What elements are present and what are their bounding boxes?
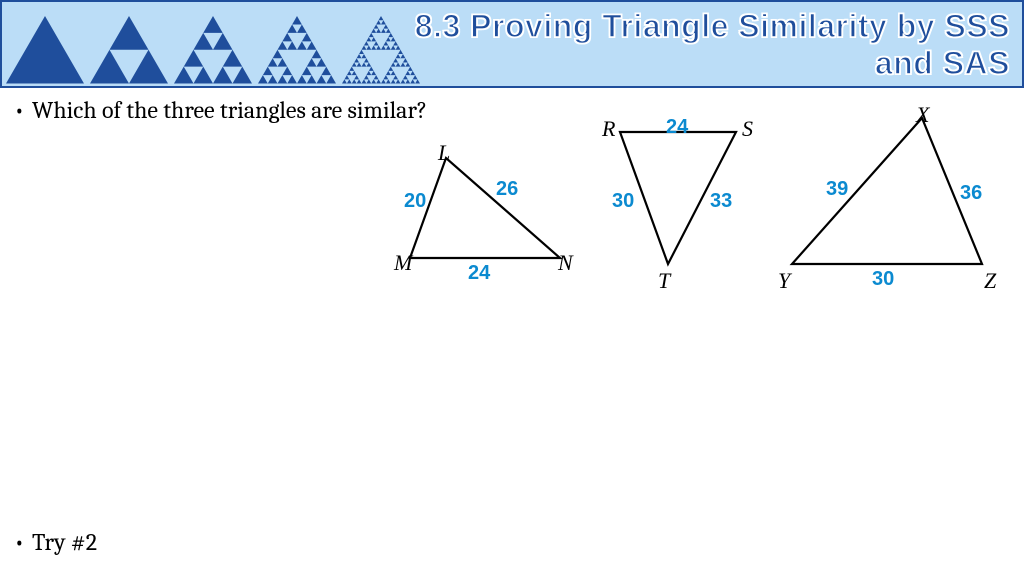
side-label: 36 xyxy=(960,182,982,205)
vertex-label-T: T xyxy=(658,268,670,294)
triangle-figure-area: LMN202624RST243033XYZ393630 xyxy=(380,130,1000,330)
slide-header: 8.3 Proving Triangle Similarity by SSS a… xyxy=(0,0,1024,88)
side-label: 33 xyxy=(710,190,732,213)
side-label: 30 xyxy=(612,190,634,213)
side-label: 39 xyxy=(826,178,848,201)
vertex-label-R: R xyxy=(602,116,615,142)
sierpinski-icon xyxy=(6,16,84,84)
vertex-label-M: M xyxy=(394,250,412,276)
bullet-dot: • xyxy=(14,96,32,124)
side-label: 30 xyxy=(872,268,894,291)
title-line-2: and SAS xyxy=(875,45,1010,81)
vertex-label-S: S xyxy=(742,116,753,142)
vertex-label-Y: Y xyxy=(778,268,790,294)
sierpinski-icon xyxy=(342,16,420,84)
side-label: 20 xyxy=(404,190,426,213)
sierpinski-fractal-row xyxy=(6,16,420,84)
sierpinski-icon xyxy=(258,16,336,84)
bullet-dot: • xyxy=(14,528,32,556)
title-line-1: 8.3 Proving Triangle Similarity by SSS xyxy=(415,8,1010,44)
sierpinski-icon xyxy=(90,16,168,84)
try-line: •Try #2 xyxy=(14,528,97,556)
vertex-label-X: X xyxy=(916,102,929,128)
side-label: 24 xyxy=(468,262,490,285)
slide-title: 8.3 Proving Triangle Similarity by SSS a… xyxy=(415,8,1010,82)
question-text: Which of the three triangles are similar… xyxy=(32,96,427,124)
side-label: 24 xyxy=(666,116,688,139)
vertex-label-Z: Z xyxy=(984,268,996,294)
side-label: 26 xyxy=(496,178,518,201)
triangle-LMN xyxy=(410,150,570,270)
sierpinski-icon xyxy=(174,16,252,84)
vertex-label-L: L xyxy=(438,140,450,166)
vertex-label-N: N xyxy=(558,250,573,276)
try-text: Try #2 xyxy=(32,528,97,556)
